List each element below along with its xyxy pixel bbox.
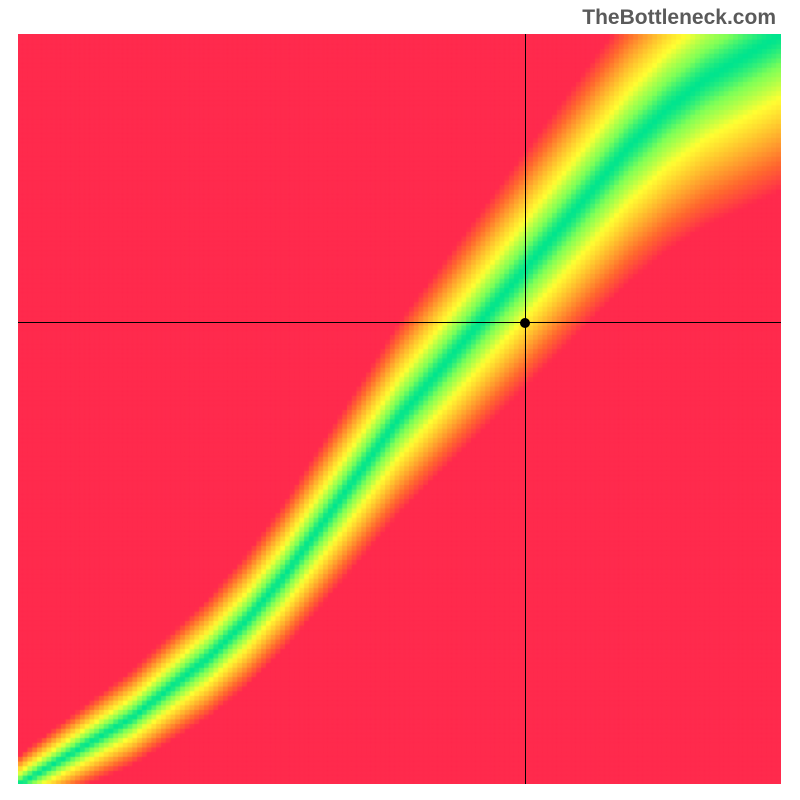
crosshair-vertical — [525, 34, 526, 784]
heatmap-chart — [18, 34, 781, 784]
crosshair-horizontal — [18, 322, 781, 323]
watermark-text: TheBottleneck.com — [582, 6, 776, 30]
heatmap-canvas — [18, 34, 781, 784]
